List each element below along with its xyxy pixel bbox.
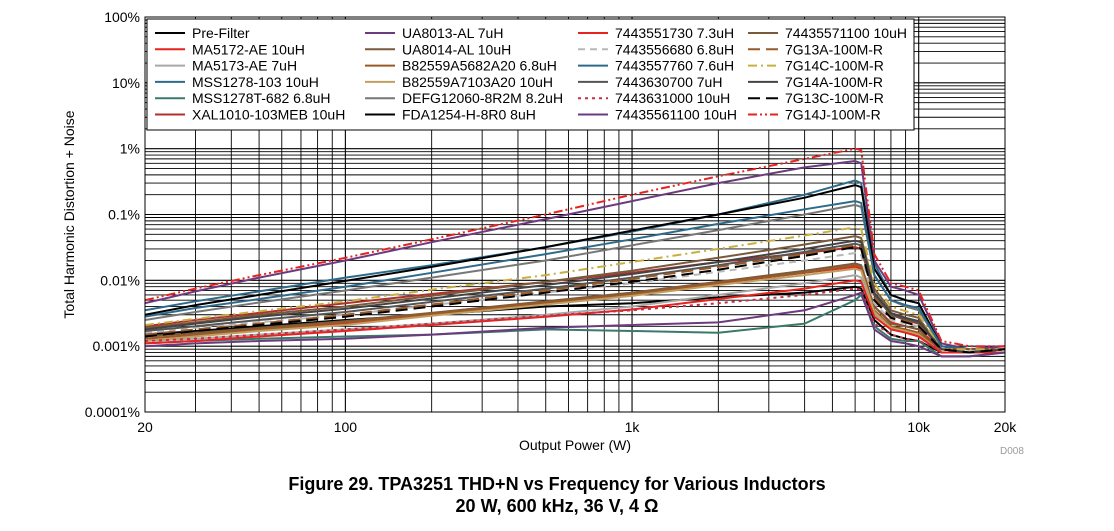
legend-entry-label: 7443557760 7.6uH: [615, 58, 734, 74]
legend-entry-label: XAL1010-103MEB 10uH: [192, 107, 345, 123]
x-axis-label: Output Power (W): [519, 437, 631, 453]
legend-entry-label: MA5172-AE 10uH: [192, 41, 305, 57]
series-line-10: [145, 267, 1005, 354]
legend-entry-label: FDA1254-H-8R0 8uH: [402, 107, 536, 123]
legend-entry-label: MSS1278-103 10uH: [192, 74, 319, 90]
legend-entry-label: DEFG12060-8R2M 8.2uH: [402, 90, 563, 106]
legend-entry-label: UA8013-AL 7uH: [402, 25, 503, 41]
x-tick-label: 10k: [907, 419, 931, 435]
legend-box: [146, 18, 915, 131]
figure-caption-conditions: 20 W, 600 kHz, 36 V, 4 Ω: [455, 496, 659, 516]
series-line-12: [145, 184, 1005, 351]
legend-entry-label: 7443630700 7uH: [615, 74, 722, 90]
legend-entry-label: 74435561100 10uH: [615, 107, 737, 123]
series-line-19: [145, 235, 1005, 351]
y-tick-label: 10%: [112, 75, 140, 91]
x-tick-label: 20k: [994, 419, 1018, 435]
legend-entry-label: UA8014-AL 10uH: [402, 41, 511, 57]
y-tick-label: 0.001%: [93, 338, 140, 354]
y-tick-label: 100%: [104, 9, 140, 25]
series-line-21: [145, 226, 1005, 351]
tick-labels: 20 100 1k 10k 20k 0.0001% 0.001% 0.01% 0.1% 1% 10%…: [85, 9, 1018, 435]
series-line-5: [145, 293, 1005, 358]
legend-entry-label: Pre-Filter: [192, 25, 250, 41]
legend-entry-label: 7443631000 10uH: [615, 90, 730, 106]
legend-entry-label: 7G14C-100M-R: [785, 58, 884, 74]
series-group: [145, 147, 1005, 358]
legend-entry-label: B82559A7103A20 10uH: [402, 74, 553, 90]
legend-entry-label: 7G14A-100M-R: [785, 74, 883, 90]
series-line-9: [145, 264, 1005, 354]
y-axis-label: Total Harmonic Distortion + Noise: [61, 110, 77, 318]
series-line-18: [145, 291, 1005, 358]
y-tick-label: 1%: [120, 141, 140, 157]
series-line-8: [145, 262, 1005, 354]
y-tick-label: 0.1%: [108, 207, 140, 223]
legend-entry-label: 7443551730 7.3uH: [615, 25, 734, 41]
plot-frame: [144, 16, 1006, 413]
figure-caption-title: Figure 29. TPA3251 THD+N vs Frequency fo…: [288, 474, 826, 494]
legend-entry-label: 7G13A-100M-R: [785, 41, 883, 57]
x-tick-label: 20: [137, 419, 153, 435]
series-line-17: [145, 287, 1005, 354]
legend-entry-label: 7G14J-100M-R: [785, 107, 881, 123]
x-tick-label: 1k: [625, 419, 641, 435]
x-tick-label: 100: [334, 419, 358, 435]
legend-entry-label: B82559A5682A20 6.8uH: [402, 58, 557, 74]
legend-entry-label: 7G13C-100M-R: [785, 90, 884, 106]
series-line-22: [145, 239, 1005, 354]
legend-entry-label: 74435571100 10uH: [785, 25, 907, 41]
series-line-24: [145, 147, 1005, 348]
legend-entry-label: MSS1278T-682 6.8uH: [192, 90, 331, 106]
series-line-23: [145, 246, 1005, 354]
y-tick-label: 0.0001%: [85, 404, 140, 420]
series-line-15: [145, 200, 1005, 351]
y-tick-label: 0.01%: [100, 272, 140, 288]
figure-code: D008: [1000, 446, 1024, 457]
series-line-13: [145, 279, 1005, 354]
legend-entry-label: 7443556680 6.8uH: [615, 41, 734, 57]
series-line-7: [145, 160, 1005, 351]
legend-entry-label: MA5173-AE 7uH: [192, 58, 297, 74]
